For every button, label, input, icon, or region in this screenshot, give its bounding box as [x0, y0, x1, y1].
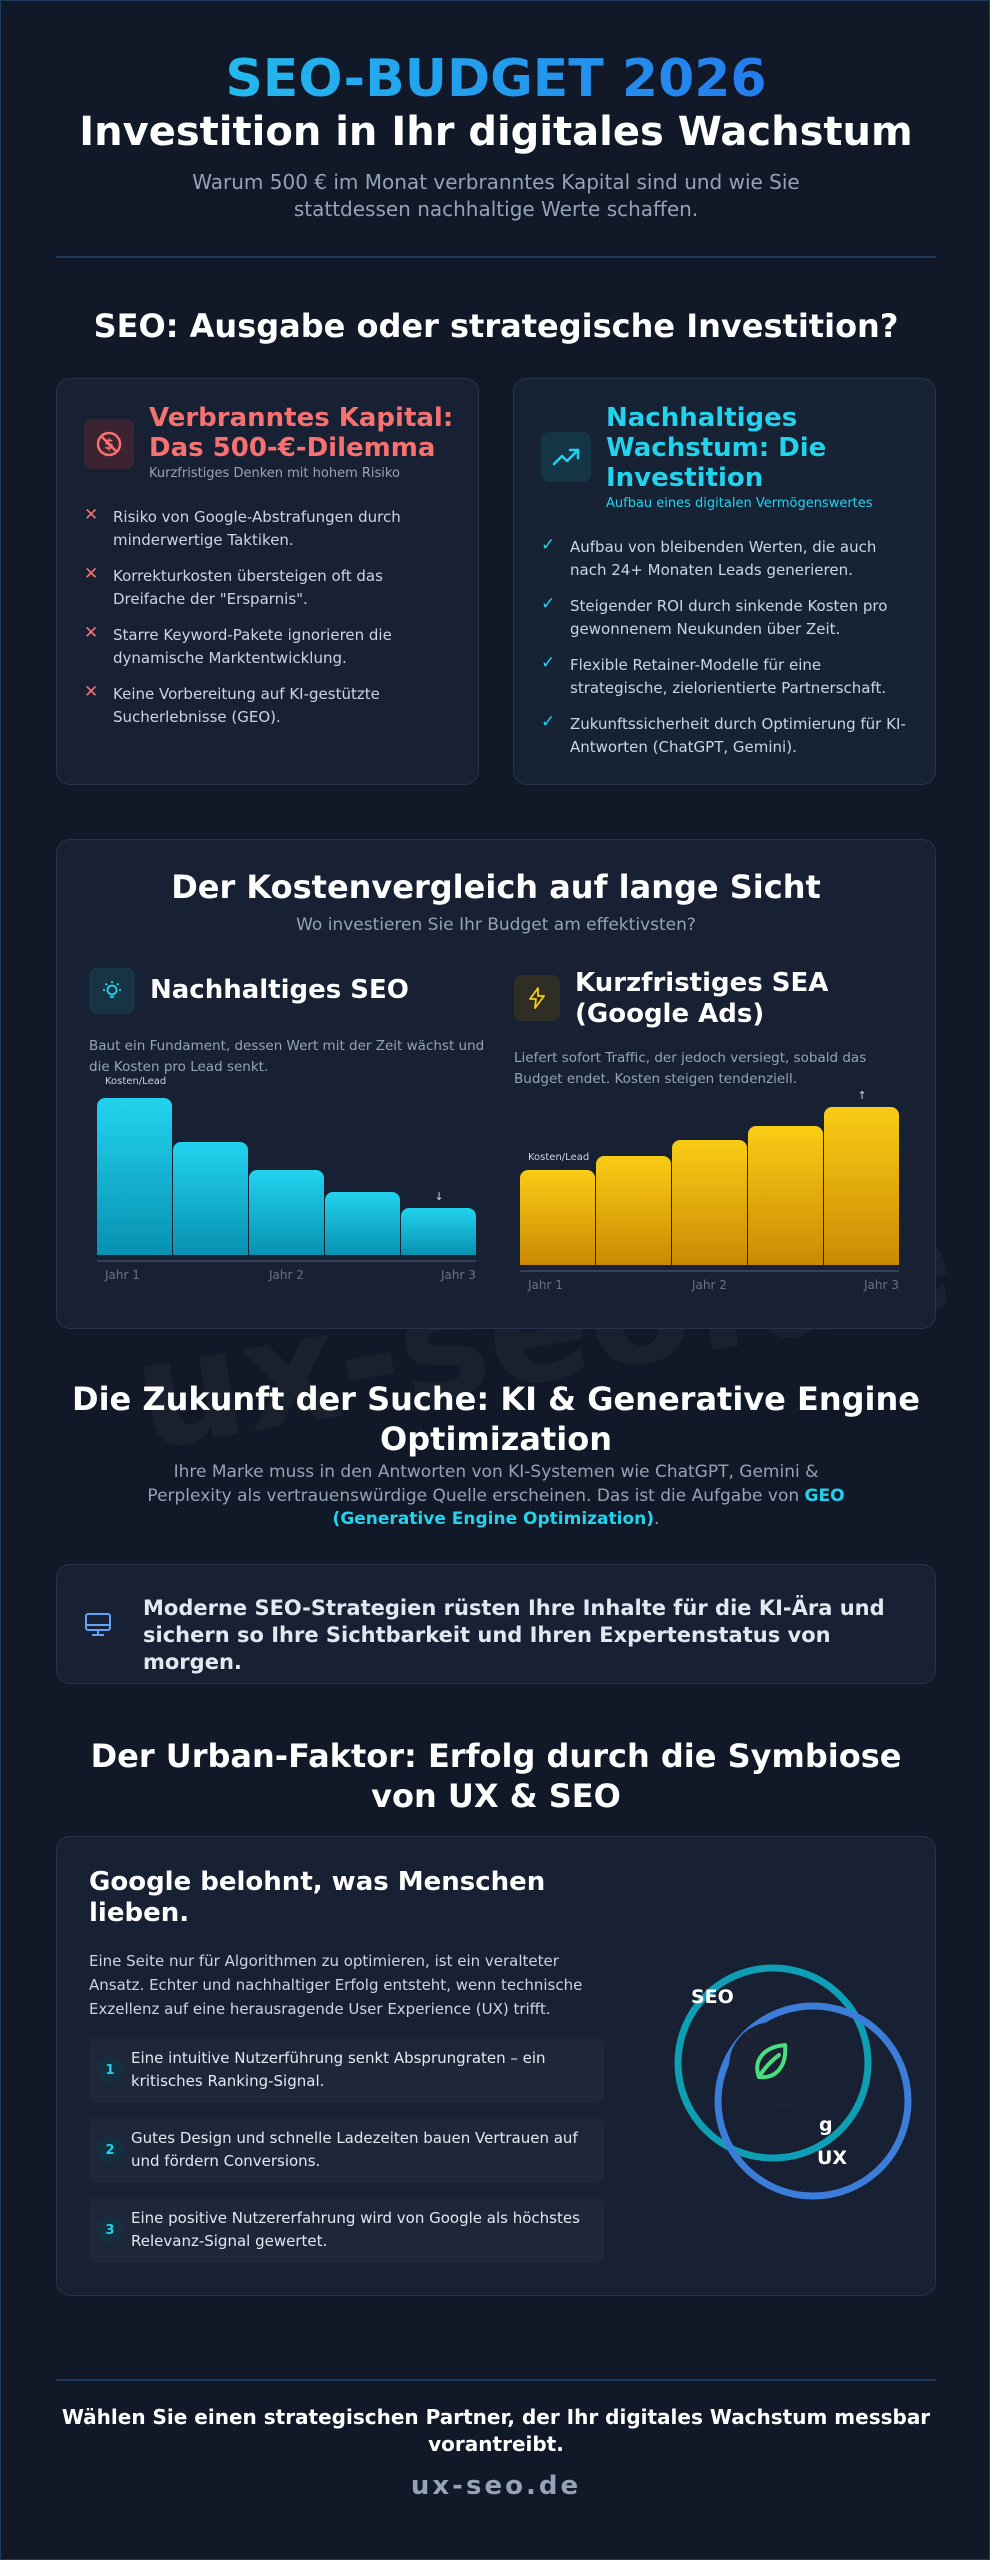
- step-number: 2: [97, 2137, 123, 2163]
- urban-card-text: Eine Seite nur für Algorithmen zu optimi…: [89, 1952, 583, 2018]
- step-number: 1: [97, 2057, 123, 2083]
- sea-x-label: Jahr 1: [528, 1278, 563, 1292]
- seo-trend-arrow: ↓: [434, 1190, 444, 1203]
- cost-comparison-card: Der Kostenvergleich auf lange Sicht Wo i…: [56, 839, 936, 1329]
- sea-cost-label: Kosten/Lead: [528, 1152, 590, 1163]
- footer-cta: Wählen Sie einen strategischen Partner, …: [61, 2405, 931, 2456]
- seo-bar: [401, 1208, 476, 1255]
- footer-divider: [56, 2379, 936, 2381]
- burned-capital-subtitle: Kurzfristiges Denken mit hohem Risiko: [149, 466, 400, 481]
- section-title-investment: SEO: Ausgabe oder strategische Investiti…: [93, 307, 899, 345]
- list-item: Korrekturkosten übersteigen oft das Drei…: [113, 567, 383, 608]
- seo-cost-label: Kosten/Lead: [105, 1076, 167, 1087]
- ai-callout-text: Moderne SEO-Strategien rüsten Ihre Inhal…: [143, 1596, 885, 1674]
- future-text: Ihre Marke muss in den Antworten von KI-…: [147, 1462, 819, 1506]
- step-item: 3 Eine positive Nutzererfahrung wird von …: [89, 2197, 604, 2263]
- list-item: Risiko von Google-Abstrafungen durch min…: [113, 508, 401, 549]
- step-item: 2 Gutes Design und schnelle Ladezeiten ba…: [89, 2117, 604, 2183]
- lightning-icon: [514, 975, 560, 1021]
- step-item: 1 Eine intuitive Nutzerführung senkt Absp…: [89, 2037, 604, 2103]
- sustainable-growth-subtitle: Aufbau eines digitalen Vermögenswertes: [606, 496, 873, 511]
- x-mark-icon: ✕: [84, 682, 99, 702]
- sea-bar: [748, 1126, 823, 1265]
- divider: [56, 256, 936, 258]
- venn-label-seo: SEO: [691, 1986, 734, 2008]
- list-item: Zukunftssicherheit durch Optimierung für…: [570, 715, 906, 756]
- footer-brand: ux-seo.de: [410, 2471, 582, 2501]
- step-number: 3: [97, 2217, 123, 2243]
- step-text: Eine positive Nutzererfahrung wird von G…: [131, 2209, 580, 2250]
- geo-highlight: GEO (Generative Engine Optimization): [332, 1485, 845, 1530]
- seo-column-description: Baut ein Fundament, dessen Wert mit der …: [89, 1038, 485, 1075]
- step-text: Eine intuitive Nutzerführung senkt Abspr…: [131, 2049, 546, 2090]
- list-item: Starre Keyword-Pakete ignorieren die dyn…: [113, 626, 392, 667]
- seo-x-label: Jahr 1: [105, 1268, 140, 1282]
- check-mark-icon: ✓: [541, 653, 556, 673]
- future-description: Ihre Marke muss in den Antworten von KI-…: [136, 1461, 856, 1532]
- sea-bar: [824, 1107, 899, 1265]
- list-item: Keine Vorbereitung auf KI-gestützte Such…: [113, 685, 380, 726]
- hero-description: Warum 500 € im Monat verbranntes Kapital…: [192, 170, 800, 221]
- trending-up-icon: [541, 432, 591, 482]
- comparison-title: Der Kostenvergleich auf lange Sicht: [171, 868, 821, 906]
- sea-trend-arrow: ↑: [857, 1089, 867, 1102]
- hero-subtitle: Investition in Ihr digitales Wachstum: [79, 109, 913, 155]
- urban-card-title: Google belohnt, was Menschen lieben.: [89, 1867, 546, 1928]
- section-title-future: Die Zukunft der Suche: KI & Generative E…: [72, 1380, 920, 1458]
- seo-axis-line: [97, 1260, 476, 1262]
- seo-bar: [325, 1192, 400, 1255]
- sea-bar: [672, 1140, 747, 1265]
- seo-x-label: Jahr 3: [441, 1268, 476, 1282]
- future-text-end: .: [654, 1509, 660, 1529]
- check-mark-icon: ✓: [541, 712, 556, 732]
- venn-label-overlap: g: [819, 2114, 833, 2136]
- list-item: Steigender ROI durch sinkende Kosten pro…: [570, 597, 888, 638]
- sea-x-label: Jahr 3: [864, 1278, 899, 1292]
- seo-bar: [97, 1098, 172, 1255]
- seo-column-title: Nachhaltiges SEO: [150, 975, 409, 1005]
- ai-callout-card: Moderne SEO-Strategien rüsten Ihre Inhal…: [56, 1564, 936, 1684]
- no-money-icon: $: [84, 419, 134, 469]
- sea-axis-line: [520, 1270, 899, 1272]
- list-item: Flexible Retainer-Modelle für eine strat…: [570, 656, 887, 697]
- sea-x-label: Jahr 2: [692, 1278, 727, 1292]
- sea-column-description: Liefert sofort Traffic, der jedoch versi…: [514, 1050, 867, 1087]
- section-title-urban: Der Urban-Faktor: Erfolg durch die Symbi…: [90, 1737, 902, 1815]
- seo-bar: [249, 1170, 324, 1255]
- list-item: Aufbau von bleibenden Werten, die auch n…: [570, 538, 877, 579]
- lightbulb-icon: [89, 968, 135, 1014]
- venn-label-ux: UX: [817, 2147, 848, 2169]
- x-mark-icon: ✕: [84, 564, 99, 584]
- leaf-icon: [745, 2035, 801, 2095]
- step-text: Gutes Design und schnelle Ladezeiten bau…: [131, 2129, 578, 2170]
- seo-bar: [173, 1142, 248, 1255]
- burned-capital-card: $ Verbranntes Kapital: Das 500-€-Dilemma…: [56, 378, 479, 785]
- sustainable-growth-title: Nachhaltiges Wachstum: Die Investition: [606, 403, 827, 493]
- comparison-subtitle: Wo investieren Sie Ihr Budget am effekti…: [296, 915, 696, 935]
- sea-bar: [520, 1170, 595, 1265]
- sustainable-growth-card: Nachhaltiges Wachstum: Die Investition A…: [513, 378, 936, 785]
- sea-column-title: Kurzfristiges SEA (Google Ads): [575, 968, 829, 1029]
- seo-ux-venn: SEO g UX: [661, 1951, 921, 2211]
- check-mark-icon: ✓: [541, 594, 556, 614]
- seo-x-label: Jahr 2: [269, 1268, 304, 1282]
- hero-title: SEO-BUDGET 2026: [1, 49, 989, 109]
- monitor-icon: [83, 1610, 113, 1644]
- x-mark-icon: ✕: [84, 623, 99, 643]
- check-mark-icon: ✓: [541, 535, 556, 555]
- burned-capital-title: Verbranntes Kapital: Das 500-€-Dilemma: [149, 403, 454, 463]
- sea-bar: [596, 1156, 671, 1265]
- x-mark-icon: ✕: [84, 505, 99, 525]
